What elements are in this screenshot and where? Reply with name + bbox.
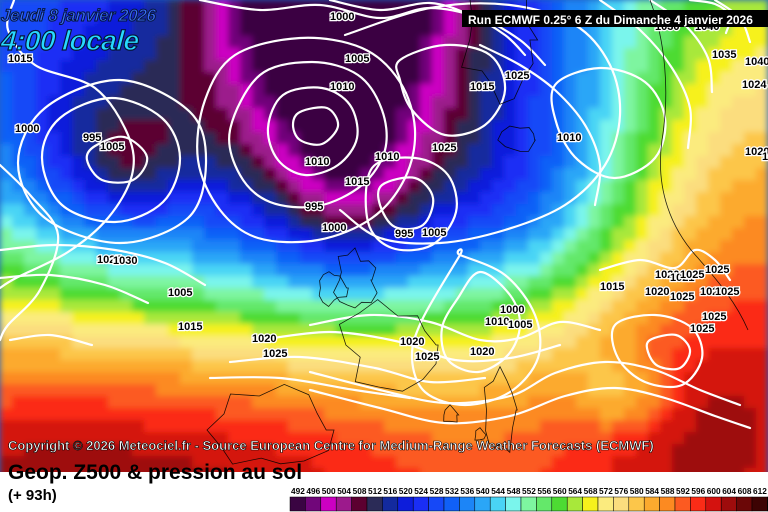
svg-text:508: 508 (353, 486, 367, 496)
svg-text:995: 995 (395, 228, 413, 240)
svg-text:1015: 1015 (178, 321, 202, 333)
svg-text:1000: 1000 (500, 304, 524, 316)
svg-text:612: 612 (753, 486, 767, 496)
svg-text:1035: 1035 (712, 49, 736, 61)
svg-text:1040: 1040 (745, 56, 768, 68)
svg-text:1025: 1025 (680, 269, 704, 281)
svg-text:1010: 1010 (375, 151, 399, 163)
svg-text:600: 600 (707, 486, 721, 496)
svg-text:608: 608 (738, 486, 752, 496)
svg-text:1025: 1025 (705, 264, 729, 276)
svg-text:995: 995 (83, 132, 101, 144)
svg-text:1025: 1025 (505, 70, 529, 82)
svg-text:1020: 1020 (400, 336, 424, 348)
svg-text:560: 560 (553, 486, 567, 496)
svg-text:1005: 1005 (168, 287, 192, 299)
svg-text:1025: 1025 (762, 151, 768, 163)
svg-text:592: 592 (676, 486, 690, 496)
svg-text:552: 552 (522, 486, 536, 496)
svg-text:504: 504 (337, 486, 351, 496)
svg-text:1005: 1005 (422, 227, 446, 239)
svg-text:544: 544 (491, 486, 505, 496)
svg-text:1000: 1000 (330, 11, 354, 23)
svg-text:576: 576 (614, 486, 628, 496)
svg-text:500: 500 (322, 486, 336, 496)
svg-text:564: 564 (568, 486, 582, 496)
svg-text:1025: 1025 (715, 286, 739, 298)
svg-text:528: 528 (430, 486, 444, 496)
svg-text:1024: 1024 (742, 79, 767, 91)
svg-text:1005: 1005 (345, 53, 369, 65)
svg-text:584: 584 (645, 486, 659, 496)
svg-text:1015: 1015 (600, 281, 624, 293)
svg-text:596: 596 (691, 486, 705, 496)
svg-text:1010: 1010 (485, 316, 509, 328)
svg-text:588: 588 (661, 486, 675, 496)
svg-text:1015: 1015 (345, 176, 369, 188)
svg-text:540: 540 (476, 486, 490, 496)
svg-text:1015: 1015 (470, 81, 494, 93)
svg-text:1010: 1010 (305, 156, 329, 168)
svg-text:496: 496 (306, 486, 320, 496)
svg-text:1010: 1010 (557, 132, 581, 144)
svg-text:1010: 1010 (330, 81, 354, 93)
svg-text:1000: 1000 (322, 222, 346, 234)
svg-text:512: 512 (368, 486, 382, 496)
svg-text:556: 556 (537, 486, 551, 496)
svg-text:492: 492 (291, 486, 305, 496)
svg-text:1025: 1025 (432, 142, 456, 154)
svg-text:524: 524 (414, 486, 428, 496)
svg-text:1025: 1025 (415, 351, 439, 363)
svg-text:1025: 1025 (670, 291, 694, 303)
svg-text:1005: 1005 (508, 319, 532, 331)
svg-text:604: 604 (722, 486, 736, 496)
svg-text:548: 548 (507, 486, 521, 496)
svg-text:1025: 1025 (702, 311, 726, 323)
svg-text:1020: 1020 (470, 346, 494, 358)
svg-text:572: 572 (599, 486, 613, 496)
svg-text:1005: 1005 (100, 141, 124, 153)
svg-text:1030: 1030 (113, 255, 137, 267)
svg-text:1025: 1025 (263, 348, 287, 360)
svg-text:532: 532 (445, 486, 459, 496)
svg-text:1025: 1025 (690, 323, 714, 335)
svg-text:580: 580 (630, 486, 644, 496)
svg-text:536: 536 (460, 486, 474, 496)
svg-text:1000: 1000 (15, 123, 39, 135)
svg-text:995: 995 (305, 201, 323, 213)
svg-text:1020: 1020 (252, 333, 276, 345)
svg-text:520: 520 (399, 486, 413, 496)
svg-text:516: 516 (383, 486, 397, 496)
svg-text:568: 568 (584, 486, 598, 496)
svg-text:1020: 1020 (645, 286, 669, 298)
